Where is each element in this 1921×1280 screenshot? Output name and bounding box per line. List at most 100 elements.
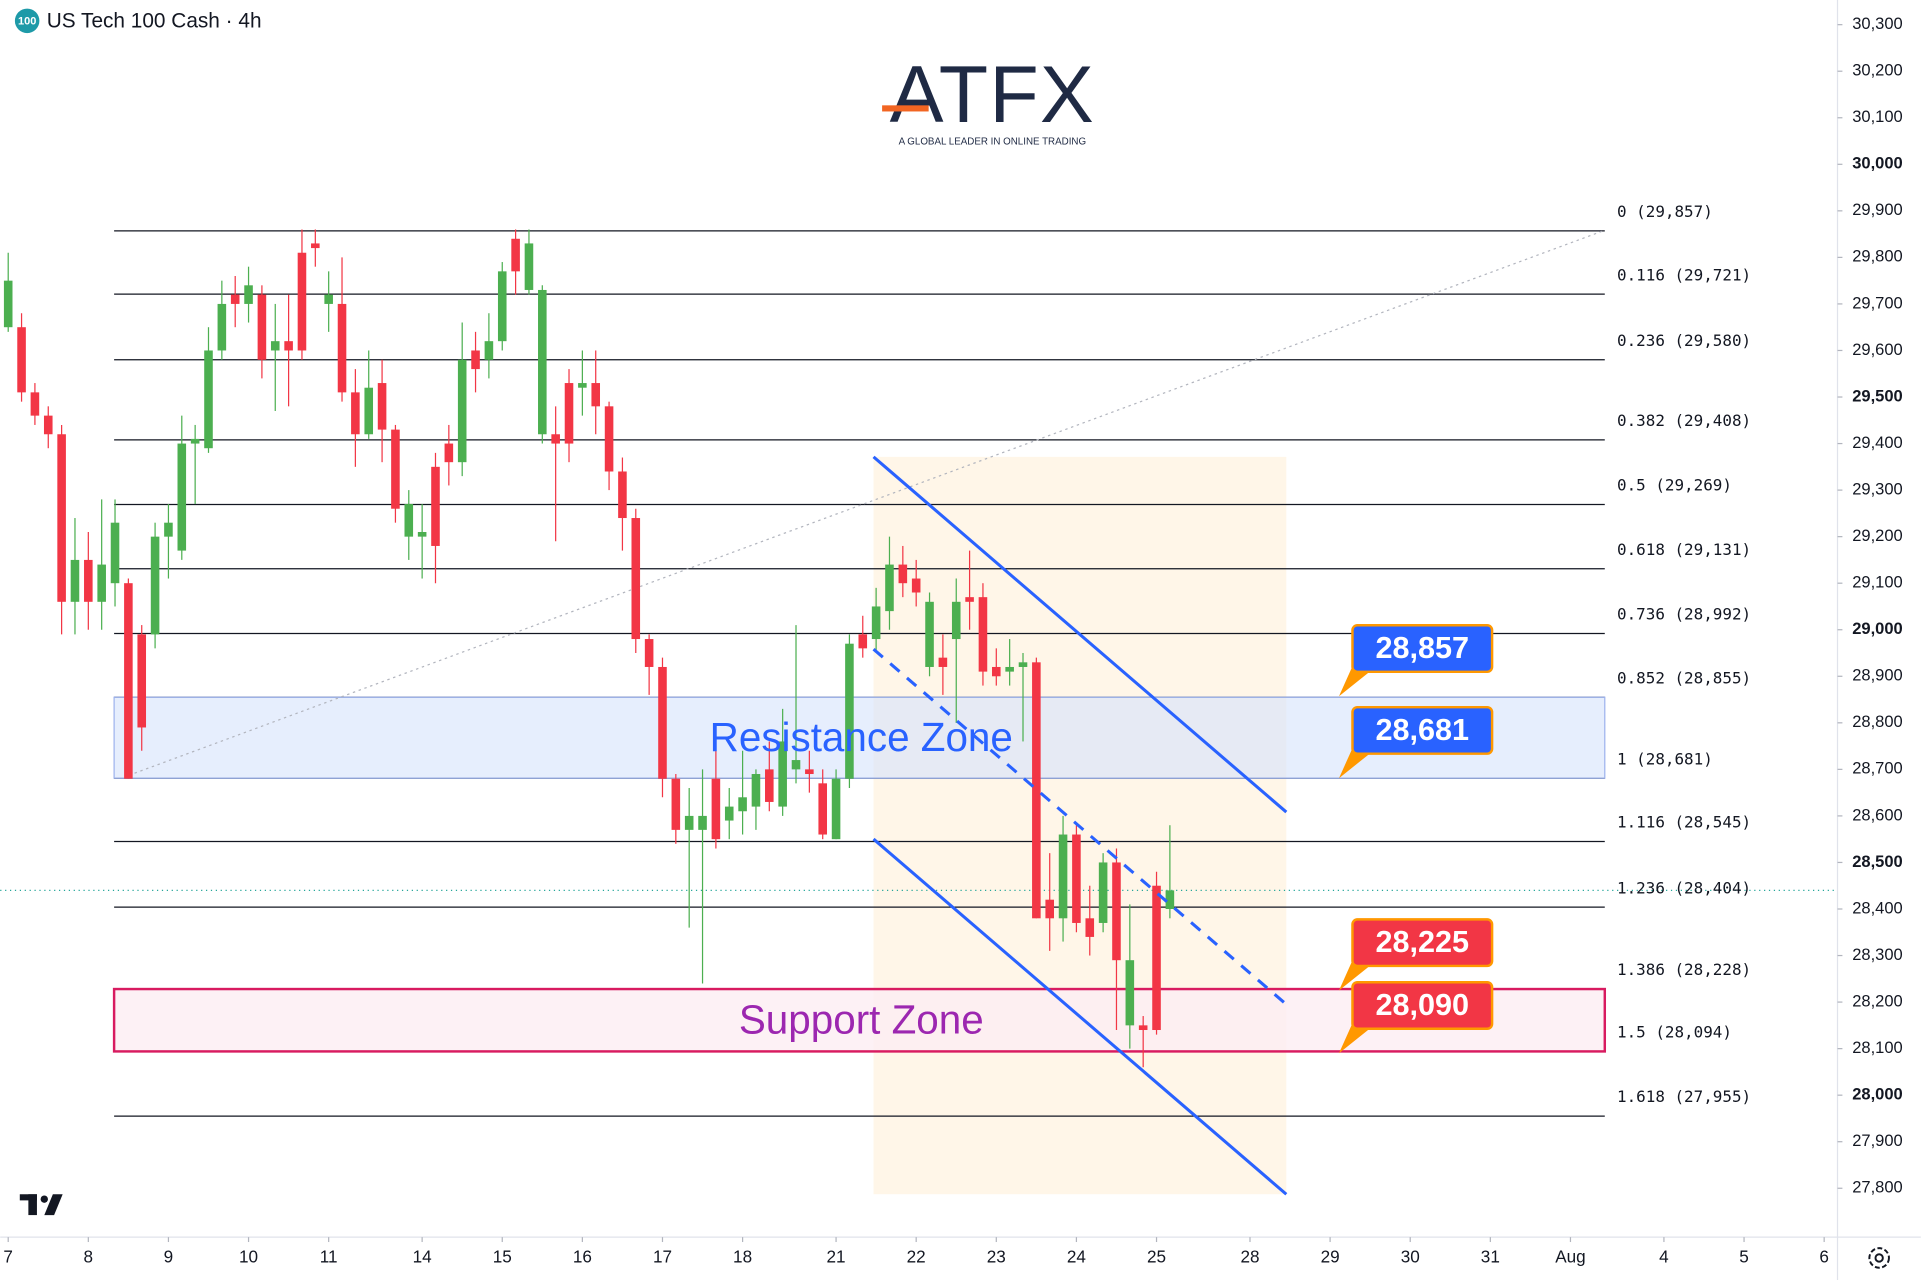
y-tick-label: 28,300 (1852, 945, 1903, 964)
x-tick-label: 30 (1401, 1246, 1420, 1266)
candle-body (578, 383, 587, 388)
candle-body (925, 601, 934, 667)
x-tick-label: 6 (1819, 1246, 1829, 1266)
candle-body (110, 522, 120, 584)
gear-inner[interactable] (1874, 1253, 1884, 1263)
candle-body (885, 564, 894, 612)
y-tick-label: 28,400 (1852, 898, 1903, 917)
candle-body (324, 294, 333, 304)
gear-outer[interactable] (1868, 1247, 1890, 1269)
x-tick-label: 16 (573, 1246, 592, 1266)
symbol-badge-bg (14, 8, 40, 34)
candle-body (765, 769, 774, 802)
axis-layer: 27,800 27,900 28,000 28,100 28,200 28,300 28,4… (3, 14, 1902, 1266)
x-tick-label: 15 (493, 1246, 512, 1266)
fib-level-label: 1.5 (28,094) (1617, 1023, 1732, 1042)
candle-body (1072, 834, 1081, 923)
callout-box (1351, 705, 1494, 755)
candle-body (137, 634, 147, 728)
tv-logo-slash (44, 1194, 63, 1216)
candle-body (818, 783, 828, 835)
candle-body (337, 303, 347, 393)
y-tick-label: 30,000 (1852, 154, 1903, 173)
callout-label: 28,681 (1375, 713, 1469, 747)
candle-body (631, 518, 641, 640)
fib-level-label: 0.236 (29,580) (1617, 331, 1751, 350)
fib-level-label: 0.736 (28,992) (1617, 605, 1751, 624)
candle-body (70, 559, 80, 602)
candle-body (43, 415, 53, 435)
candle-body (311, 243, 320, 249)
x-tick-label: 21 (827, 1246, 846, 1266)
candle-body (831, 778, 841, 840)
candle-body (778, 741, 787, 807)
candle-body (1165, 890, 1175, 909)
candle-body (1138, 1025, 1148, 1031)
fib-level-label: 0 (29,857) (1617, 202, 1713, 221)
zone-label: Support Zone (739, 996, 984, 1042)
candle-body (684, 815, 694, 830)
candle-body (391, 429, 400, 509)
x-tick-label: 4 (1659, 1246, 1669, 1266)
candle-body (30, 392, 40, 416)
y-tick-label: 29,400 (1852, 433, 1903, 452)
y-tick-label: 28,700 (1852, 759, 1903, 778)
candle-body (270, 341, 280, 351)
candle-body (297, 252, 307, 351)
y-tick-label: 28,800 (1852, 712, 1903, 731)
y-tick-label: 29,100 (1852, 573, 1903, 592)
fib-level-label: 0.618 (29,131) (1617, 540, 1751, 559)
fib-level-label: 0.382 (29,408) (1617, 411, 1751, 430)
tv-logo (19, 1194, 63, 1216)
y-tick-label: 30,200 (1852, 61, 1903, 80)
y-tick-label: 28,500 (1852, 852, 1903, 871)
candle-body (791, 760, 801, 770)
fib-level-label: 1.386 (28,228) (1617, 960, 1751, 979)
candle-body (457, 359, 467, 463)
fib-level-label: 0.852 (28,855) (1617, 668, 1751, 687)
candle-body (871, 606, 881, 640)
x-tick-label: 29 (1321, 1246, 1340, 1266)
candle-body (644, 639, 654, 667)
y-tick-label: 29,200 (1852, 526, 1903, 545)
tv-logo-dot (40, 1195, 48, 1203)
candle-body (1125, 960, 1135, 1026)
candle-body (751, 774, 761, 807)
channel (872, 455, 1288, 1196)
x-tick-label: Aug (1555, 1246, 1585, 1266)
callout-box (1351, 624, 1494, 674)
y-tick-label: 30,300 (1852, 14, 1903, 33)
candle-body (1112, 862, 1121, 961)
fib-level-label: 1 (28,681) (1617, 749, 1713, 768)
candle-body (204, 350, 213, 449)
candle-body (805, 769, 814, 775)
callout-label: 28,090 (1375, 988, 1469, 1022)
candle-body (364, 387, 374, 435)
brand-tagline: A GLOBAL LEADER IN ONLINE TRADING (899, 137, 1087, 148)
candle-body (938, 657, 948, 667)
candle-body (618, 471, 627, 519)
candle-body (978, 597, 988, 672)
candle-body (3, 280, 13, 328)
settings-button[interactable] (1868, 1247, 1890, 1269)
y-tick-label: 30,100 (1852, 107, 1903, 126)
label-layer: 0 (29,857) 0.116 (29,721) 0.236 (29,580) 0.… (710, 202, 1751, 1106)
x-tick-label: 10 (239, 1246, 258, 1266)
x-tick-label: 17 (653, 1246, 672, 1266)
candle-body (284, 341, 293, 351)
y-tick-label: 28,100 (1852, 1038, 1903, 1057)
header: 100 US Tech 100 Cash · 4h (14, 8, 262, 34)
candle-body (484, 341, 494, 360)
tv-logo-stem (28, 1194, 37, 1216)
candle-body (604, 406, 614, 472)
channel-upper (872, 455, 1288, 814)
candle-body (511, 238, 520, 272)
x-tick-label: 31 (1481, 1246, 1500, 1266)
fib-trend-line (128, 229, 1605, 776)
y-tick-label: 27,900 (1852, 1131, 1903, 1150)
fib-level-label: 1.618 (27,955) (1617, 1087, 1751, 1106)
candle-body (1045, 899, 1054, 919)
candle-body (1152, 885, 1161, 1031)
candle-body (444, 443, 454, 463)
